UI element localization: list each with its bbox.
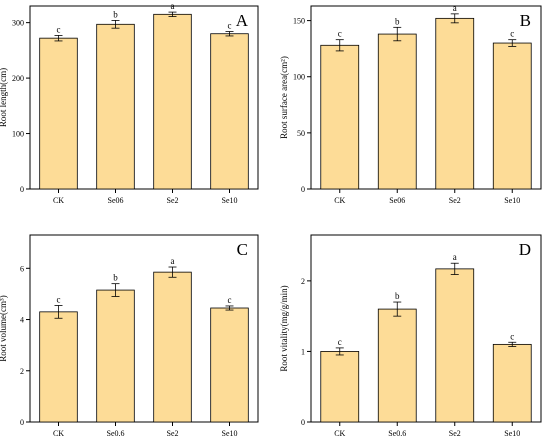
plot-frame bbox=[310, 234, 542, 423]
significance-label: c bbox=[338, 337, 342, 347]
bar-ck bbox=[320, 44, 360, 190]
chart-panel-b: 0 50 100 150 c CK b Se06 a Se2 c Se10 B Root surface … bbox=[279, 3, 542, 205]
bar-ck bbox=[39, 311, 78, 423]
bar-ck bbox=[39, 37, 78, 190]
y-axis-label: Root vitality(mg/g/min) bbox=[279, 285, 289, 371]
bar-se06 bbox=[96, 289, 135, 423]
category-label: CK bbox=[334, 429, 345, 438]
significance-label: c bbox=[228, 21, 232, 31]
significance-label: c bbox=[57, 24, 61, 34]
significance-label: b bbox=[395, 16, 400, 26]
bar-se06 bbox=[96, 23, 135, 190]
y-tick-label: 4 bbox=[20, 316, 24, 325]
significance-label: c bbox=[510, 29, 514, 39]
significance-label: c bbox=[510, 331, 514, 341]
y-tick-label: 1 bbox=[301, 347, 305, 356]
category-label: Se0.6 bbox=[107, 429, 125, 438]
bar-se2 bbox=[153, 13, 192, 190]
panel-label: B bbox=[520, 11, 531, 30]
bar-se10 bbox=[210, 33, 249, 190]
chart-panel-a: 0 100 200 300 c CK b Se06 a Se2 c Se10 A Root length(… bbox=[0, 1, 259, 205]
y-axis-label: Root volume(cm³) bbox=[0, 295, 8, 361]
significance-label: a bbox=[171, 256, 175, 266]
category-label: Se06 bbox=[389, 196, 405, 205]
y-tick-label: 2 bbox=[20, 367, 24, 376]
bar-se10 bbox=[210, 307, 249, 423]
category-label: CK bbox=[53, 429, 64, 438]
y-tick-label: 2 bbox=[301, 277, 305, 286]
plot-frame bbox=[29, 5, 259, 190]
y-tick-label: 50 bbox=[297, 129, 305, 138]
bar-se06 bbox=[377, 33, 417, 190]
significance-label: c bbox=[338, 29, 342, 39]
chart-panel-d: 0 1 2 c CK b Se0.6 a Se2 c Se10 D Root vitality(mg/g… bbox=[279, 234, 542, 438]
plot-frame bbox=[310, 5, 542, 190]
bar-se10 bbox=[492, 343, 532, 423]
category-label: CK bbox=[334, 196, 345, 205]
bar-se2 bbox=[153, 271, 192, 423]
category-label: Se10 bbox=[222, 196, 238, 205]
y-axis-label: Root surface area(cm²) bbox=[279, 56, 289, 139]
plot-frame bbox=[29, 234, 259, 423]
category-label: Se2 bbox=[449, 429, 461, 438]
y-tick-label: 100 bbox=[293, 73, 305, 82]
category-label: Se2 bbox=[167, 429, 179, 438]
y-tick-label: 0 bbox=[301, 418, 305, 427]
significance-label: a bbox=[453, 252, 457, 262]
category-label: Se2 bbox=[449, 196, 461, 205]
category-label: CK bbox=[53, 196, 64, 205]
chart-panel-c: 0 2 4 6 c CK b Se0.6 a Se2 c Se10 C Root volume(cm³) bbox=[0, 234, 259, 438]
bar-ck bbox=[320, 351, 360, 423]
y-tick-label: 0 bbox=[301, 185, 305, 194]
y-axis-label: Root length(cm) bbox=[0, 68, 8, 127]
significance-label: a bbox=[171, 1, 175, 11]
y-tick-label: 100 bbox=[12, 130, 24, 139]
category-label: Se10 bbox=[504, 196, 520, 205]
y-tick-label: 0 bbox=[20, 418, 24, 427]
category-label: Se2 bbox=[167, 196, 179, 205]
panel-label: A bbox=[236, 11, 249, 30]
significance-label: a bbox=[453, 3, 457, 13]
bar-se2 bbox=[435, 268, 475, 423]
bar-se10 bbox=[492, 42, 532, 190]
y-tick-label: 6 bbox=[20, 264, 24, 273]
category-label: Se0.6 bbox=[388, 429, 406, 438]
significance-label: c bbox=[57, 294, 61, 304]
category-label: Se10 bbox=[222, 429, 238, 438]
significance-label: b bbox=[395, 291, 400, 301]
significance-label: b bbox=[113, 9, 118, 19]
y-tick-label: 150 bbox=[293, 17, 305, 26]
significance-label: c bbox=[228, 295, 232, 305]
y-tick-label: 300 bbox=[12, 19, 24, 28]
category-label: Se10 bbox=[504, 429, 520, 438]
significance-label: b bbox=[113, 273, 118, 283]
y-tick-label: 200 bbox=[12, 74, 24, 83]
panel-label: C bbox=[237, 240, 248, 259]
panel-label: D bbox=[519, 240, 531, 259]
y-tick-label: 0 bbox=[20, 185, 24, 194]
bar-se06 bbox=[377, 308, 417, 423]
bar-se2 bbox=[435, 17, 475, 190]
category-label: Se06 bbox=[108, 196, 124, 205]
